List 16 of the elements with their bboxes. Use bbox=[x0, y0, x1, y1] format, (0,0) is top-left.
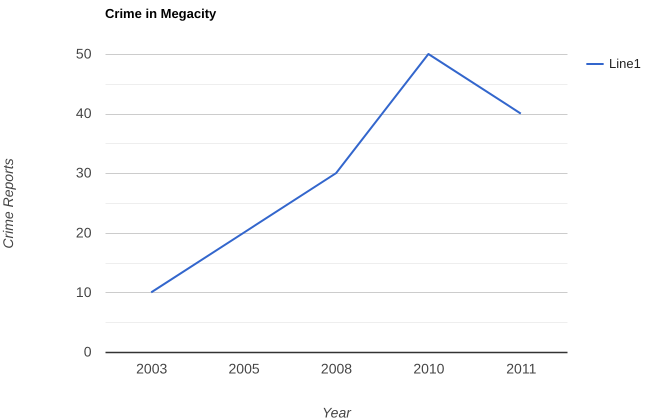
y-tick-label: 0 bbox=[84, 344, 92, 360]
y-tick-label: 30 bbox=[76, 164, 92, 181]
line-series bbox=[150, 53, 522, 294]
y-axis-title: Crime Reports bbox=[0, 158, 16, 249]
x-tick-label: 2005 bbox=[228, 360, 260, 376]
x-axis-title: Year bbox=[322, 404, 352, 419]
x-tick-label: 2010 bbox=[413, 360, 445, 376]
legend-label: Line1 bbox=[609, 56, 641, 71]
chart-title: Crime in Megacity bbox=[105, 6, 218, 21]
y-tick-label: 10 bbox=[76, 284, 92, 300]
x-tick-label: 2003 bbox=[136, 360, 168, 376]
x-tick-label: 2008 bbox=[320, 360, 352, 376]
x-tick-label: 2011 bbox=[506, 360, 537, 376]
y-tick-label: 20 bbox=[76, 224, 92, 240]
y-tick-label: 50 bbox=[76, 46, 92, 62]
y-tick-label: 40 bbox=[76, 105, 92, 122]
